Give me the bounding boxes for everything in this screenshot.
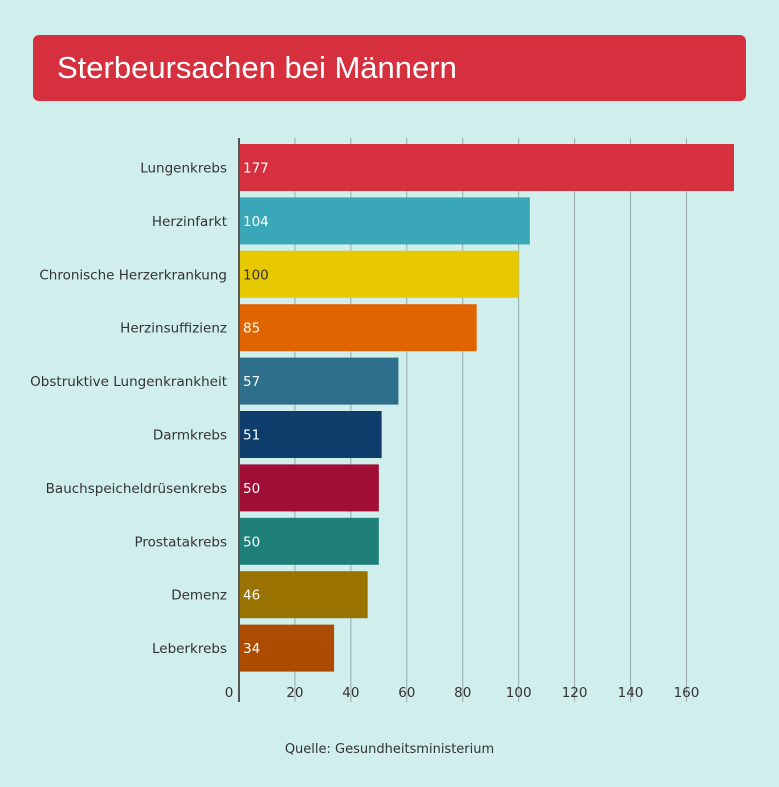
category-label: Bauchspeicheldrüsenkrebs xyxy=(46,481,227,497)
title-banner: Sterbeursachen bei Männern xyxy=(33,35,746,101)
category-label: Demenz xyxy=(171,588,227,604)
chart-title: Sterbeursachen bei Männern xyxy=(57,50,457,85)
bar-value-label: 177 xyxy=(243,161,269,177)
x-tick-label: 160 xyxy=(674,685,700,701)
category-label: Darmkrebs xyxy=(153,428,227,444)
bar xyxy=(239,144,734,191)
bar xyxy=(239,571,368,619)
bar xyxy=(239,624,335,672)
category-label: Herzinfarkt xyxy=(152,214,227,230)
bar-value-label: 34 xyxy=(243,641,260,657)
bar xyxy=(239,250,519,298)
x-tick-label: 0 xyxy=(225,685,234,701)
x-tick-label: 20 xyxy=(286,685,303,701)
bar-value-label: 50 xyxy=(243,481,260,497)
category-label: Lungenkrebs xyxy=(140,161,227,177)
x-tick-label: 60 xyxy=(398,685,415,701)
category-label: Chronische Herzerkrankung xyxy=(39,267,227,283)
x-tick-label: 100 xyxy=(506,685,532,701)
bar-value-label: 50 xyxy=(243,534,260,550)
bar-value-label: 46 xyxy=(243,588,260,604)
bar-value-label: 104 xyxy=(243,214,269,230)
bar xyxy=(239,304,477,352)
x-tick-label: 120 xyxy=(562,685,588,701)
bar xyxy=(239,357,399,405)
bar xyxy=(239,464,379,512)
x-tick-label: 80 xyxy=(454,685,471,701)
category-label: Leberkrebs xyxy=(152,641,227,657)
bar-value-label: 100 xyxy=(243,267,269,283)
x-tick-label: 40 xyxy=(342,685,359,701)
bar xyxy=(239,517,379,565)
category-label: Prostatakrebs xyxy=(134,534,227,550)
bar xyxy=(239,411,382,458)
category-label: Herzinsuffizienz xyxy=(120,321,227,337)
bar-value-label: 51 xyxy=(243,428,260,444)
bar-value-label: 57 xyxy=(243,374,260,390)
bar xyxy=(239,197,530,245)
bar-value-label: 85 xyxy=(243,321,260,337)
x-tick-label: 140 xyxy=(618,685,644,701)
source-note: Quelle: Gesundheitsministerium xyxy=(284,742,495,757)
category-label: Obstruktive Lungenkrankheit xyxy=(30,374,227,390)
